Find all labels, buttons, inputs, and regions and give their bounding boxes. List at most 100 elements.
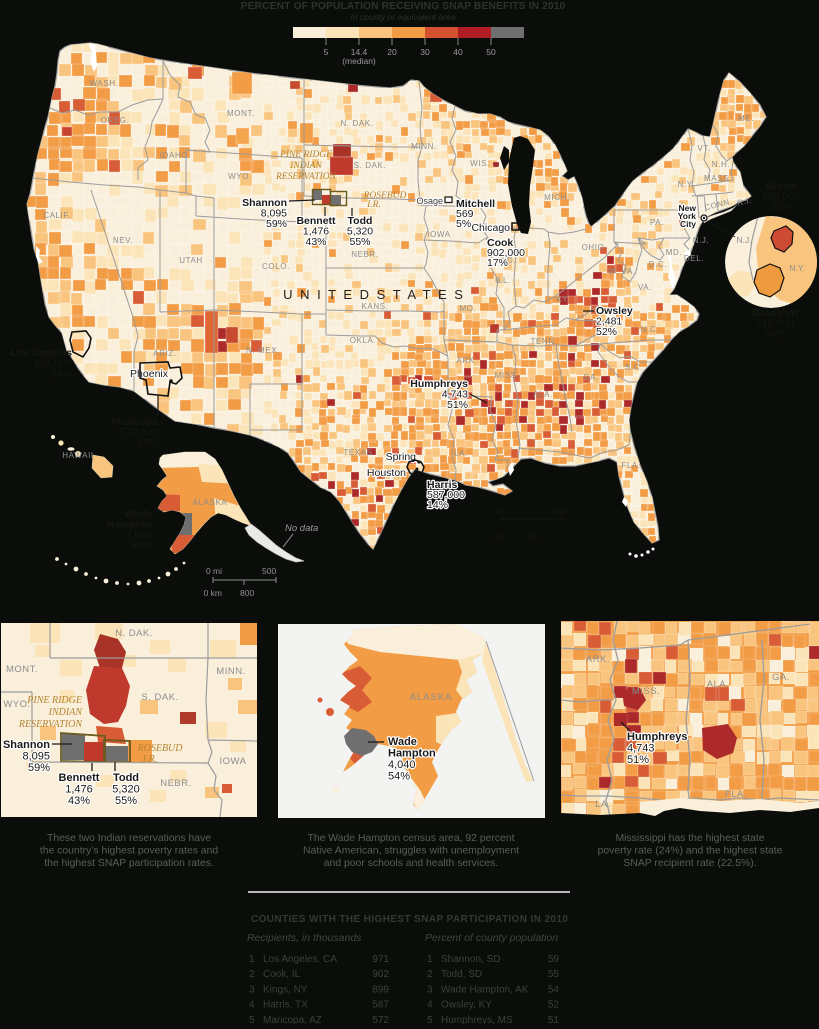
svg-text:902: 902: [372, 969, 389, 980]
svg-text:971,000: 971,000: [34, 358, 72, 370]
svg-text:No data: No data: [285, 523, 318, 534]
svg-text:OKLA.: OKLA.: [350, 336, 377, 345]
svg-text:WASH.: WASH.: [90, 79, 119, 88]
svg-text:R.I.: R.I.: [736, 195, 752, 207]
svg-text:41%: 41%: [770, 201, 791, 213]
svg-text:INDIAN: INDIAN: [48, 707, 84, 718]
svg-text:City: City: [680, 219, 696, 229]
svg-text:34%: 34%: [764, 328, 785, 340]
svg-text:2: 2: [427, 969, 433, 980]
svg-text:UTAH: UTAH: [179, 256, 203, 265]
svg-text:20: 20: [387, 47, 397, 57]
svg-text:ALASKA: ALASKA: [410, 692, 453, 703]
svg-text:587: 587: [372, 1000, 389, 1011]
svg-text:1: 1: [249, 954, 255, 965]
svg-text:715,000: 715,000: [756, 318, 794, 330]
svg-text:N.Y.: N.Y.: [789, 263, 804, 273]
svg-text:Bennett: Bennett: [59, 772, 100, 784]
svg-text:ARK.: ARK.: [586, 654, 610, 665]
svg-text:55%: 55%: [115, 795, 137, 807]
svg-text:IND.: IND.: [498, 256, 516, 265]
svg-text:Mitchell: Mitchell: [456, 198, 495, 210]
svg-text:Hampton: Hampton: [107, 519, 153, 531]
svg-text:30: 30: [420, 47, 430, 57]
svg-text:PERCENT OF POPULATION RECEIVIN: PERCENT OF POPULATION RECEIVING SNAP BEN…: [241, 1, 566, 12]
svg-text:S. DAK.: S. DAK.: [354, 161, 387, 170]
svg-text:MD.: MD.: [666, 248, 682, 257]
svg-text:COLO.: COLO.: [262, 262, 290, 271]
svg-text:43%: 43%: [305, 236, 326, 248]
svg-text:GA.: GA.: [583, 373, 599, 382]
svg-text:Houston: Houston: [367, 467, 406, 479]
svg-text:HAWAII: HAWAII: [62, 451, 93, 460]
svg-text:the highest SNAP participation: the highest SNAP participation rates.: [44, 858, 214, 869]
svg-text:Percent of county population: Percent of county population: [425, 932, 558, 944]
svg-text:IDAHO: IDAHO: [160, 151, 188, 160]
svg-text:FLA.: FLA.: [621, 461, 640, 470]
svg-text:N.Y.: N.Y.: [678, 180, 695, 189]
svg-text:5%: 5%: [456, 218, 471, 230]
svg-text:Wade Hampton, AK: Wade Hampton, AK: [441, 984, 529, 995]
svg-text:Harris, TX: Harris, TX: [263, 1000, 308, 1011]
svg-text:W. VA.: W. VA.: [608, 267, 635, 276]
svg-text:KANS.: KANS.: [361, 302, 388, 311]
svg-text:ARK.: ARK.: [456, 356, 477, 365]
svg-text:4: 4: [427, 1000, 433, 1011]
svg-text:Humphreys: Humphreys: [627, 731, 688, 743]
svg-text:17%: 17%: [487, 257, 508, 269]
svg-text:OHIO: OHIO: [582, 243, 605, 252]
svg-text:Maricopa: Maricopa: [112, 416, 158, 428]
svg-text:Todd: Todd: [113, 772, 139, 784]
svg-text:Kings, NY: Kings, NY: [263, 984, 308, 995]
svg-text:0 mi: 0 mi: [206, 566, 222, 576]
svg-text:0 mi: 0 mi: [493, 506, 509, 516]
svg-text:52: 52: [548, 1000, 560, 1011]
svg-text:Owsley, KY: Owsley, KY: [441, 1000, 492, 1011]
svg-text:I.R.: I.R.: [366, 200, 381, 210]
svg-text:N. DAK.: N. DAK.: [115, 628, 153, 639]
svg-text:NEBR.: NEBR.: [160, 778, 192, 789]
svg-text:Brooklyn: Brooklyn: [752, 307, 798, 319]
svg-text:D.C.: D.C.: [649, 260, 667, 269]
svg-text:Hampton: Hampton: [388, 748, 436, 760]
svg-text:Cook: Cook: [487, 237, 513, 249]
svg-text:Todd: Todd: [348, 215, 373, 227]
svg-text:200: 200: [553, 506, 567, 516]
svg-text:51%: 51%: [447, 399, 468, 411]
svg-text:Bennett: Bennett: [296, 215, 336, 227]
svg-text:971: 971: [372, 954, 389, 965]
svg-text:572,000: 572,000: [120, 427, 158, 439]
svg-text:Osage: Osage: [416, 196, 443, 206]
svg-text:14.4: 14.4: [351, 47, 368, 57]
svg-text:40: 40: [453, 47, 463, 57]
svg-text:Recipients, in thousands: Recipients, in thousands: [247, 932, 362, 944]
svg-text:43%: 43%: [68, 795, 90, 807]
svg-text:5: 5: [324, 47, 329, 57]
svg-text:TENN.: TENN.: [531, 337, 558, 346]
svg-text:Harris: Harris: [427, 479, 458, 491]
svg-text:52%: 52%: [596, 326, 617, 338]
svg-text:587,000: 587,000: [427, 489, 465, 501]
svg-text:500: 500: [262, 566, 276, 576]
svg-text:Mississippi has the highest st: Mississippi has the highest state: [615, 833, 764, 844]
svg-text:MO.: MO.: [460, 304, 477, 313]
svg-text:N. MEX.: N. MEX.: [246, 346, 280, 355]
svg-text:LA.: LA.: [595, 799, 611, 810]
svg-text:572: 572: [372, 1015, 389, 1024]
svg-text:59%: 59%: [28, 762, 50, 774]
svg-text:4,743: 4,743: [627, 743, 655, 755]
svg-text:the country’s highest poverty: the country’s highest poverty rates and: [40, 846, 219, 857]
svg-text:U N I T E D S T A T E S: U N I T E D S T A T E S: [283, 287, 465, 302]
svg-text:Spring: Spring: [386, 451, 417, 463]
svg-text:WIS.: WIS.: [470, 159, 490, 168]
svg-text:KY.: KY.: [556, 295, 570, 304]
svg-text:These two Indian reservations: These two Indian reservations have: [47, 833, 211, 844]
svg-text:8,095: 8,095: [261, 208, 287, 220]
svg-text:55: 55: [548, 969, 560, 980]
svg-text:2: 2: [249, 969, 255, 980]
svg-text:902,000: 902,000: [487, 247, 525, 259]
svg-text:Shannon: Shannon: [242, 197, 287, 209]
svg-text:ALA.: ALA.: [707, 679, 730, 690]
svg-text:480,000: 480,000: [762, 191, 800, 203]
svg-text:5: 5: [249, 1015, 255, 1024]
